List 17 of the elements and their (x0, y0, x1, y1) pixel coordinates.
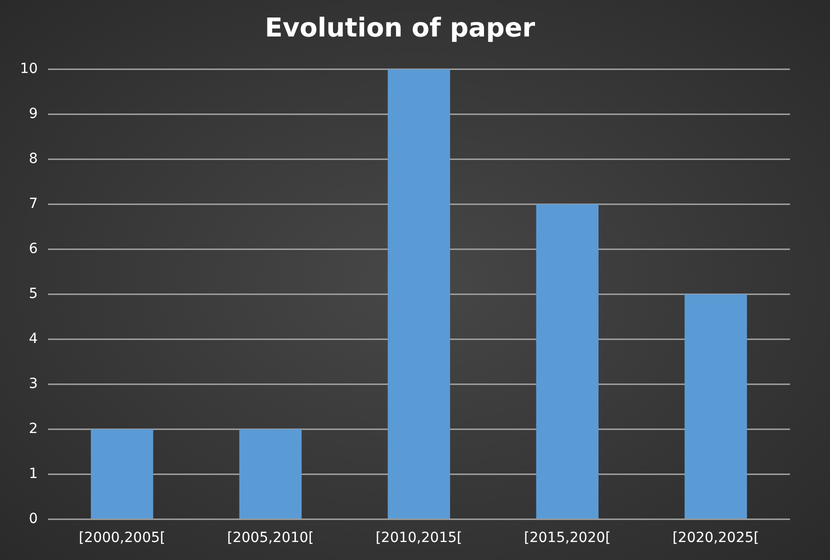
x-tick-label: [2005,2010[ (227, 530, 314, 546)
y-tick-label: 9 (28, 106, 38, 122)
y-tick-label: 4 (28, 330, 38, 347)
y-tick-label: 6 (28, 240, 38, 257)
x-tick-label: [2000,2005[ (78, 530, 166, 546)
y-tick-label: 8 (28, 150, 38, 167)
x-tick-label: [2015,2020[ (524, 530, 611, 546)
y-tick-label: 1 (28, 466, 38, 482)
y-tick-label: 3 (28, 376, 38, 392)
y-tick-label: 2 (28, 420, 38, 437)
x-tick-label: [2010,2015[ (376, 530, 462, 546)
chart-title: Evolution of paper (264, 13, 536, 44)
y-tick-label: 10 (20, 60, 38, 77)
y-tick-label: 7 (28, 196, 38, 212)
x-tick-label: [2020,2025[ (672, 530, 760, 546)
y-tick-label: 0 (28, 510, 38, 527)
y-tick-label: 5 (28, 286, 38, 302)
